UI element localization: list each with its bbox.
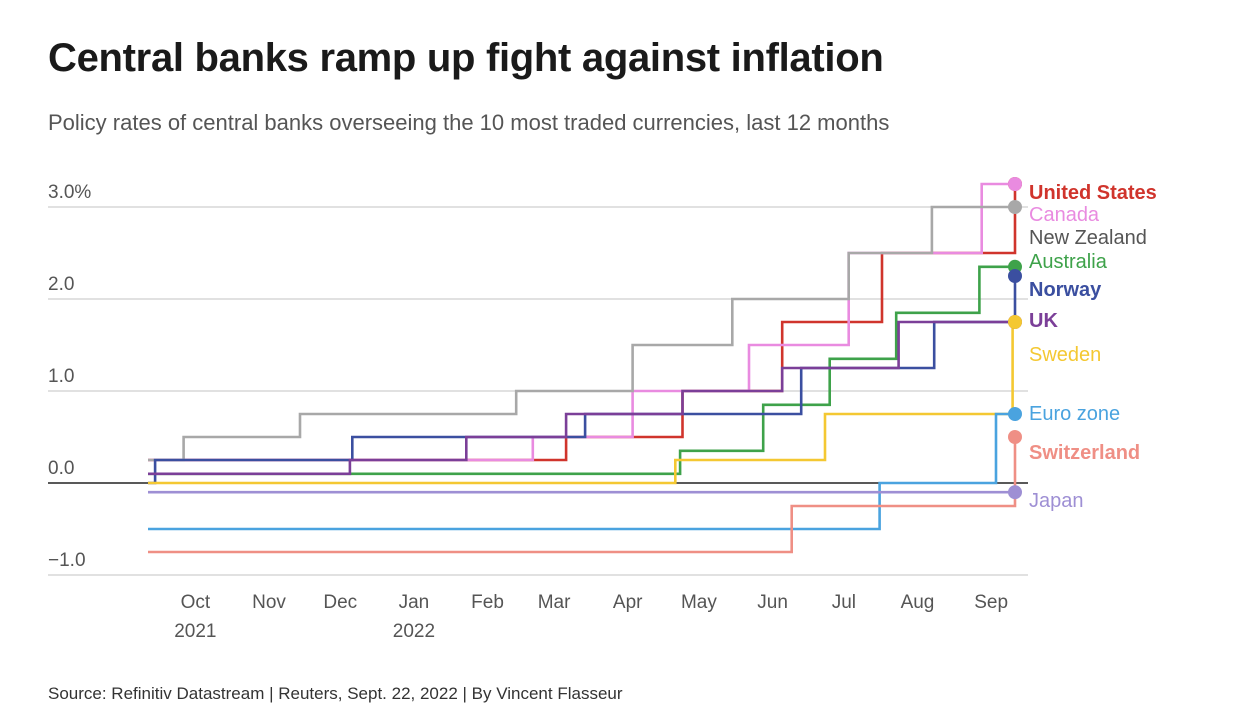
x-tick-label: Oct	[181, 592, 211, 613]
x-tick-label: Mar	[538, 592, 571, 613]
source-note: Source: Refinitiv Datastream | Reuters, …	[48, 684, 623, 703]
series-label: Canada	[1029, 204, 1100, 226]
series-label: Japan	[1029, 490, 1084, 512]
x-tick-year: 2022	[393, 621, 435, 642]
x-tick-label: Jul	[832, 592, 856, 613]
series-endpoint	[1008, 315, 1022, 329]
series-label: Sweden	[1029, 344, 1101, 366]
series-endpoint	[1008, 485, 1022, 500]
series-endpoint	[1008, 430, 1022, 444]
series-line-uk	[148, 320, 1015, 476]
x-tick-label: Jan	[399, 592, 430, 613]
y-tick-label: 0.0	[48, 458, 74, 479]
series-endpoint	[1008, 407, 1022, 421]
series-label: Euro zone	[1029, 403, 1120, 425]
chart-subtitle: Policy rates of central banks overseeing…	[48, 110, 890, 135]
x-tick-label: Jun	[757, 592, 788, 613]
series-line-new-zealand	[148, 205, 1015, 462]
chart-title: Central banks ramp up fight against infl…	[48, 36, 884, 80]
series-line-canada	[148, 182, 1015, 462]
series-endpoint	[1008, 177, 1022, 191]
series-endpoint	[1008, 200, 1022, 214]
y-tick-label: −1.0	[48, 550, 86, 571]
x-tick-label: Apr	[613, 592, 643, 613]
x-tick-label: Sep	[974, 592, 1008, 613]
series-label: Norway	[1029, 279, 1102, 301]
y-tick-label: 2.0	[48, 274, 74, 295]
series-line-norway	[148, 276, 1017, 485]
series-line-switzerland	[148, 437, 1017, 554]
x-tick-label: Feb	[471, 592, 504, 613]
series-line-australia	[148, 265, 1015, 476]
series-line-euro-zone	[148, 412, 1015, 531]
series-label: UK	[1029, 310, 1058, 332]
y-tick-label: 3.0%	[48, 182, 91, 203]
y-tick-label: 1.0	[48, 366, 74, 387]
x-tick-label: Nov	[252, 592, 286, 613]
series-label: Switzerland	[1029, 442, 1140, 464]
series-line-united-states	[148, 184, 1017, 462]
series-endpoint	[1008, 269, 1022, 283]
series-label: Australia	[1029, 251, 1108, 273]
series-line-sweden	[148, 320, 1015, 485]
x-tick-label: Dec	[323, 592, 357, 613]
x-tick-label: Aug	[901, 592, 935, 613]
x-tick-label: May	[681, 592, 717, 613]
x-tick-year: 2021	[174, 621, 216, 642]
series-label: New Zealand	[1029, 227, 1147, 249]
series-label: United States	[1029, 182, 1157, 204]
